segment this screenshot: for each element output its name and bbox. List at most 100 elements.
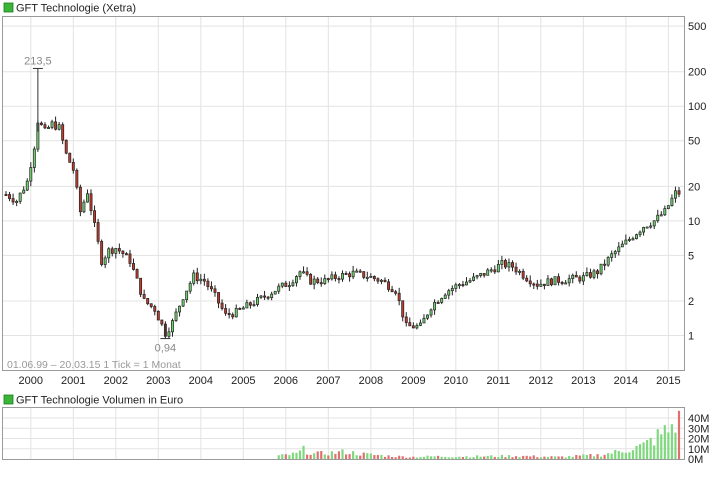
candle-body [518,270,522,273]
candle-body [656,214,660,222]
candle [54,116,58,131]
candle [617,242,621,256]
candle [11,193,15,206]
volume-bar [355,455,358,459]
candle-body [270,293,274,298]
candle [433,299,437,315]
candle-body [535,283,539,287]
candle-body [496,264,500,273]
candle-body [100,241,104,265]
volume-bar [493,456,496,459]
candle-body [142,293,146,299]
candle-body [489,269,493,272]
candle-body [295,276,298,284]
candle-body [213,288,217,293]
volume-bar [461,456,465,459]
candle [295,275,298,287]
x-tick-label: 2006 [274,375,298,387]
candle [188,281,192,294]
candle-body [433,302,437,311]
candle [376,277,380,284]
volume-bar [284,454,287,459]
candle [326,277,330,283]
candle [482,273,486,278]
candle-body [266,296,270,299]
candle [252,300,256,307]
candle [185,290,189,303]
candle [670,194,674,207]
volume-bar [660,434,663,459]
candle [493,265,497,275]
candle [302,266,305,274]
candle [415,323,419,330]
candle-body [564,282,568,285]
price-y-tick-label: 100 [688,101,706,113]
candle [521,268,525,281]
volume-bar [479,456,482,459]
candle-body [596,270,599,275]
x-axis: 2000 2001 2002 2003 2004 2005 2006 2007 2008 2009… [19,375,681,387]
candle [656,209,660,223]
candle-body [380,279,383,282]
candle [18,192,22,204]
candle [86,189,89,203]
volume-bar [529,456,532,459]
volume-bar [362,452,365,459]
candle-body [15,201,19,203]
candle-body [553,276,557,286]
candle [25,178,29,191]
volume-bar [486,455,489,459]
candle [29,162,33,187]
candle-body [550,278,553,286]
volume-bar [387,455,390,459]
volume-bar [677,410,681,459]
candle [238,307,242,310]
volume-bar [607,453,610,459]
x-tick-label: 2012 [529,375,553,387]
candle-body [383,279,387,283]
candle [47,125,50,129]
volume-bar [344,454,348,459]
candle [606,256,610,267]
candle [620,240,624,248]
candle-body [18,192,22,202]
candle [422,314,426,324]
candle-body [319,282,323,285]
candle [358,269,362,273]
candle [369,273,373,278]
candle [128,249,132,268]
candle-body [234,307,238,318]
candle-body [11,198,15,203]
volume-bar [638,444,642,459]
candle-body [666,205,670,209]
candle [411,322,415,329]
x-tick-label: 2003 [146,375,170,387]
candle-body [369,275,373,278]
candle-body [404,316,408,323]
volume-bar [451,457,454,459]
candle-body [86,193,89,203]
high-annotation: 213,5 [24,55,52,67]
volume-bar [302,445,305,459]
candle-body [68,152,72,163]
candle [192,269,196,286]
candle-body [22,189,26,194]
candle-body [610,253,614,258]
candle-body [298,271,302,277]
candle-body [372,275,376,280]
candle [195,267,199,285]
price-y-tick-label: 200 [688,67,706,79]
candle [546,275,550,286]
candle [489,267,493,273]
volume-bar [472,457,475,459]
volume-bar [578,455,581,459]
candle [50,119,54,130]
volume-bar [380,454,383,459]
volume-bar [557,456,560,459]
volume-bar [401,456,404,459]
candle [553,276,557,286]
candle-body [330,274,334,280]
volume-bar [465,456,468,459]
candle [652,220,656,230]
candle [206,278,210,291]
